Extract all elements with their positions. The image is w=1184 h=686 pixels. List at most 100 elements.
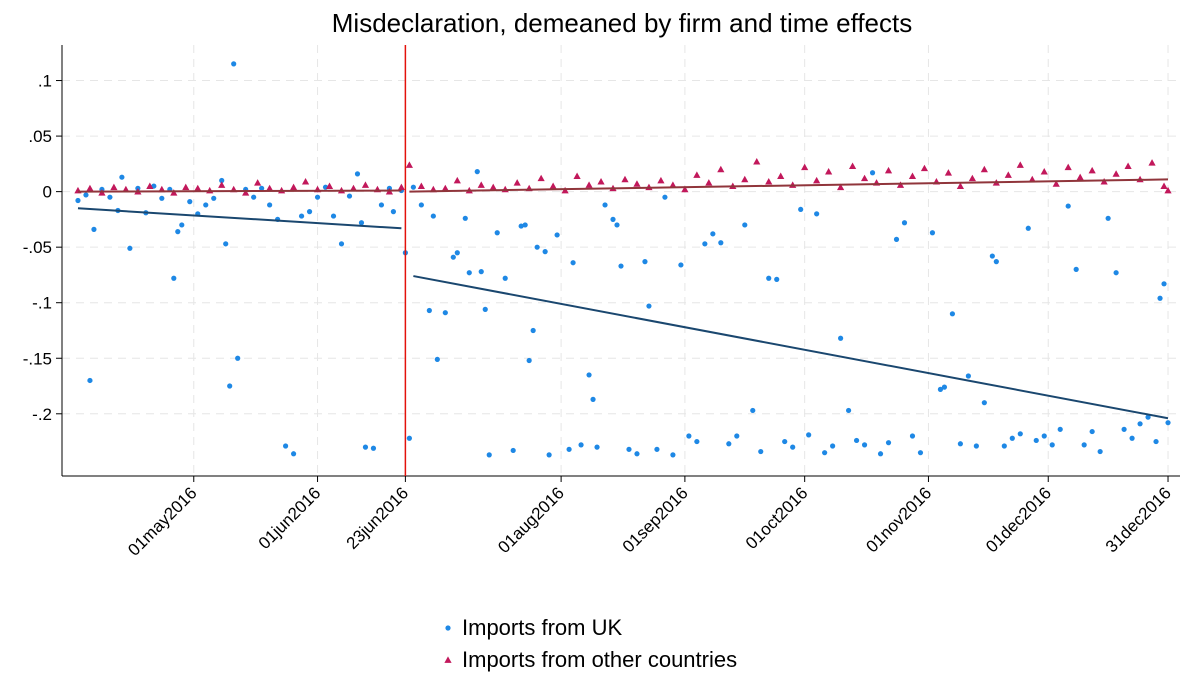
point (410, 184, 416, 190)
point (798, 206, 804, 213)
x-tick-label: 31dec2016 (1102, 483, 1175, 556)
point (734, 433, 740, 439)
triangle-marker (561, 186, 569, 194)
triangle-marker (1148, 159, 1156, 166)
point (466, 270, 472, 276)
point (91, 226, 97, 232)
point (1161, 281, 1167, 287)
point (570, 260, 576, 266)
triangle-marker (1112, 170, 1120, 177)
triangle-marker (1052, 180, 1060, 187)
triangle-marker (1164, 186, 1172, 194)
point (107, 194, 113, 200)
point (1057, 426, 1063, 432)
point (370, 445, 377, 451)
point (87, 377, 93, 384)
point (445, 625, 451, 631)
triangle-marker (801, 163, 809, 171)
triangle-marker (397, 183, 405, 191)
point (1009, 435, 1015, 441)
point (251, 194, 257, 200)
point (346, 193, 353, 199)
triangle-marker (657, 176, 665, 184)
triangle-marker (289, 183, 298, 191)
point (179, 222, 185, 228)
point (314, 194, 321, 200)
triangle-marker (513, 179, 521, 186)
y-tick-label: -.1 (32, 294, 52, 313)
point (530, 327, 536, 334)
point (686, 433, 692, 439)
point (119, 174, 125, 180)
point (742, 222, 748, 228)
triangle-marker (777, 172, 785, 179)
point (362, 444, 369, 450)
point (330, 213, 337, 219)
point (750, 407, 756, 414)
point (830, 443, 836, 449)
fit-line (77, 207, 402, 230)
point (259, 185, 265, 191)
point (893, 236, 900, 242)
point (869, 170, 876, 176)
x-tick-label: 01sep2016 (619, 483, 692, 556)
point (973, 443, 979, 449)
point (534, 244, 540, 250)
triangle-marker (537, 174, 545, 182)
point (175, 229, 181, 235)
triangle-marker (741, 175, 749, 183)
point (774, 276, 780, 282)
triangle-marker (441, 184, 449, 192)
point (462, 215, 468, 221)
point (306, 209, 313, 215)
point (450, 254, 456, 260)
triangle-marker (86, 184, 94, 192)
triangle-marker (361, 181, 370, 188)
point (1041, 433, 1047, 439)
triangle-marker (956, 182, 964, 189)
legend-label: Imports from other countries (462, 647, 737, 672)
point (1165, 420, 1171, 426)
triangle-marker (968, 174, 976, 182)
point (1073, 266, 1079, 272)
point (75, 197, 81, 204)
point (1065, 203, 1071, 209)
y-tick-label: .05 (28, 127, 52, 146)
point (1097, 448, 1103, 455)
point (566, 446, 572, 452)
point (646, 303, 652, 309)
triangle-marker (765, 178, 773, 185)
point (1129, 435, 1135, 441)
triangle-marker (908, 172, 917, 179)
y-tick-label: -.15 (23, 349, 52, 368)
triangle-marker (325, 182, 334, 189)
point (127, 245, 133, 251)
triangle-marker (1124, 162, 1132, 169)
point (718, 240, 724, 246)
point (474, 169, 480, 175)
point (590, 396, 596, 402)
point (1089, 428, 1095, 435)
point (806, 432, 812, 438)
point (223, 241, 229, 247)
point (853, 437, 860, 444)
triangle-marker (170, 189, 178, 196)
point (494, 230, 500, 236)
point (618, 263, 624, 269)
point (283, 443, 289, 449)
y-tick-label: -.05 (23, 238, 52, 257)
point (187, 199, 193, 205)
point (546, 452, 552, 458)
x-tick-label: 01may2016 (124, 483, 200, 559)
triangle-marker (549, 182, 557, 189)
point (1081, 442, 1087, 448)
triangle-marker (717, 165, 725, 173)
x-tick-label: 01oct2016 (742, 483, 812, 553)
point (901, 220, 908, 226)
triangle-marker (1016, 161, 1024, 168)
point (171, 275, 177, 281)
point (1137, 421, 1143, 427)
point (267, 202, 273, 208)
series (74, 158, 1172, 196)
